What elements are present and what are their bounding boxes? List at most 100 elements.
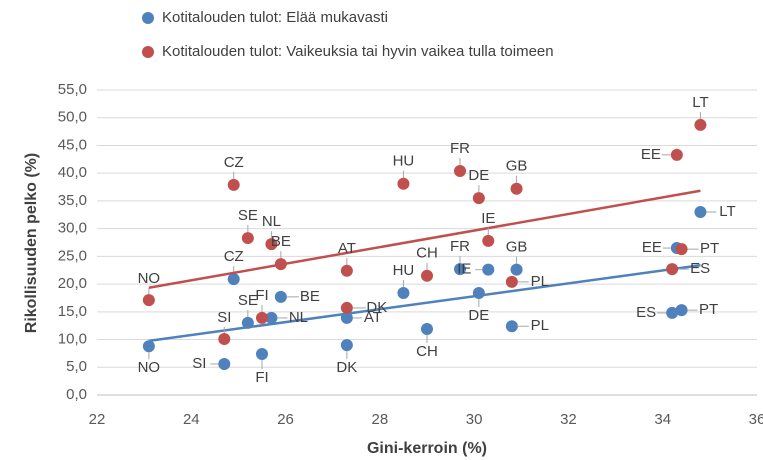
y-tick-label: 35,0	[58, 192, 87, 209]
point-label: FI	[255, 369, 268, 386]
point-label: CZ	[224, 248, 244, 265]
y-tick-label: 45,0	[58, 136, 87, 153]
point-label: DE	[468, 167, 489, 184]
point	[454, 263, 466, 276]
point-label: ES	[690, 260, 710, 277]
x-tick-label: 30	[466, 411, 483, 428]
point-label: BE	[300, 288, 320, 305]
point	[472, 192, 485, 205]
point-label: HU	[393, 153, 415, 170]
x-tick-label: 24	[183, 411, 200, 428]
point-label: LT	[719, 203, 735, 220]
point	[510, 182, 523, 195]
point-label: FI	[255, 287, 268, 304]
y-tick-label: 50,0	[58, 109, 87, 126]
x-tick-label: 34	[654, 411, 671, 428]
trend-line	[148, 264, 701, 343]
point	[421, 269, 433, 282]
point	[482, 234, 495, 247]
point-label: EE	[642, 239, 662, 256]
point	[482, 263, 495, 276]
y-axis-title: Rikollisuuden pelko (%)	[23, 153, 40, 333]
point	[218, 357, 231, 370]
point-label: SE	[238, 207, 258, 224]
point	[505, 275, 518, 288]
point	[666, 306, 679, 319]
point-label: ES	[636, 304, 656, 321]
point	[454, 164, 466, 177]
point	[256, 347, 268, 360]
point-label: DE	[468, 307, 489, 324]
point	[340, 264, 353, 277]
point	[227, 273, 240, 286]
point	[675, 304, 688, 317]
point-label: PT	[700, 240, 719, 257]
point-label: GB	[506, 158, 528, 175]
y-tick-label: 10,0	[58, 331, 87, 348]
point	[694, 118, 707, 131]
y-tick-label: 20,0	[58, 275, 87, 292]
y-tick-label: 30,0	[58, 220, 87, 237]
point-label: DK	[366, 299, 387, 316]
x-tick-label: 32	[560, 411, 577, 428]
point-label: PL	[531, 317, 549, 334]
x-tick-label: 22	[89, 411, 106, 428]
point-label: FR	[450, 238, 470, 255]
x-tick-label: 28	[372, 411, 389, 428]
point	[397, 177, 410, 190]
point	[666, 263, 679, 276]
point-label: GB	[506, 239, 528, 256]
legend-marker	[142, 46, 154, 58]
point	[256, 311, 268, 324]
legend-label: Kotitalouden tulot: Elää mukavasti	[162, 9, 388, 26]
point	[241, 316, 254, 329]
point	[397, 286, 410, 299]
legend-marker	[142, 12, 154, 24]
point	[472, 286, 485, 299]
point-label: LT	[692, 94, 708, 111]
point-label: CH	[416, 245, 438, 262]
point-label: CZ	[224, 154, 244, 171]
point-label: PL	[531, 273, 549, 290]
point	[675, 243, 688, 256]
point	[142, 294, 155, 307]
point	[265, 238, 278, 251]
point-label: NO	[138, 270, 161, 287]
point	[274, 258, 287, 271]
y-tick-label: 5,0	[66, 358, 87, 375]
point	[340, 301, 353, 314]
x-tick-label: 26	[277, 411, 294, 428]
point-label: SI	[217, 309, 231, 326]
point	[227, 178, 240, 191]
y-tick-label: 25,0	[58, 247, 87, 264]
point	[265, 311, 278, 324]
point-label: NO	[138, 359, 161, 376]
point-label: SI	[192, 355, 206, 372]
point	[694, 206, 707, 218]
point-label: PT	[699, 301, 718, 318]
point	[274, 290, 287, 303]
point	[421, 323, 433, 336]
point-label: DK	[336, 359, 357, 376]
y-tick-label: 15,0	[58, 303, 87, 320]
x-tick-label: 36	[749, 411, 763, 428]
point	[218, 332, 231, 345]
trend-line	[148, 189, 701, 289]
point-label: IE	[481, 210, 495, 227]
y-tick-label: 40,0	[58, 164, 87, 181]
point-label: IE	[457, 261, 471, 278]
point-label: NL	[262, 213, 281, 230]
point	[142, 340, 155, 353]
point	[340, 339, 353, 352]
point	[340, 311, 353, 324]
point	[510, 263, 523, 276]
x-axis-title: Gini-kerroin (%)	[367, 440, 487, 457]
point-label: CH	[416, 343, 438, 360]
point	[670, 148, 683, 161]
point-label: SE	[238, 292, 258, 309]
point-label: AT	[338, 240, 356, 257]
legend-label: Kotitalouden tulot: Vaikeuksia tai hyvin…	[162, 43, 554, 60]
point-label: BE	[271, 233, 291, 250]
y-tick-label: 55,0	[58, 81, 87, 98]
point-label: FR	[450, 140, 470, 157]
